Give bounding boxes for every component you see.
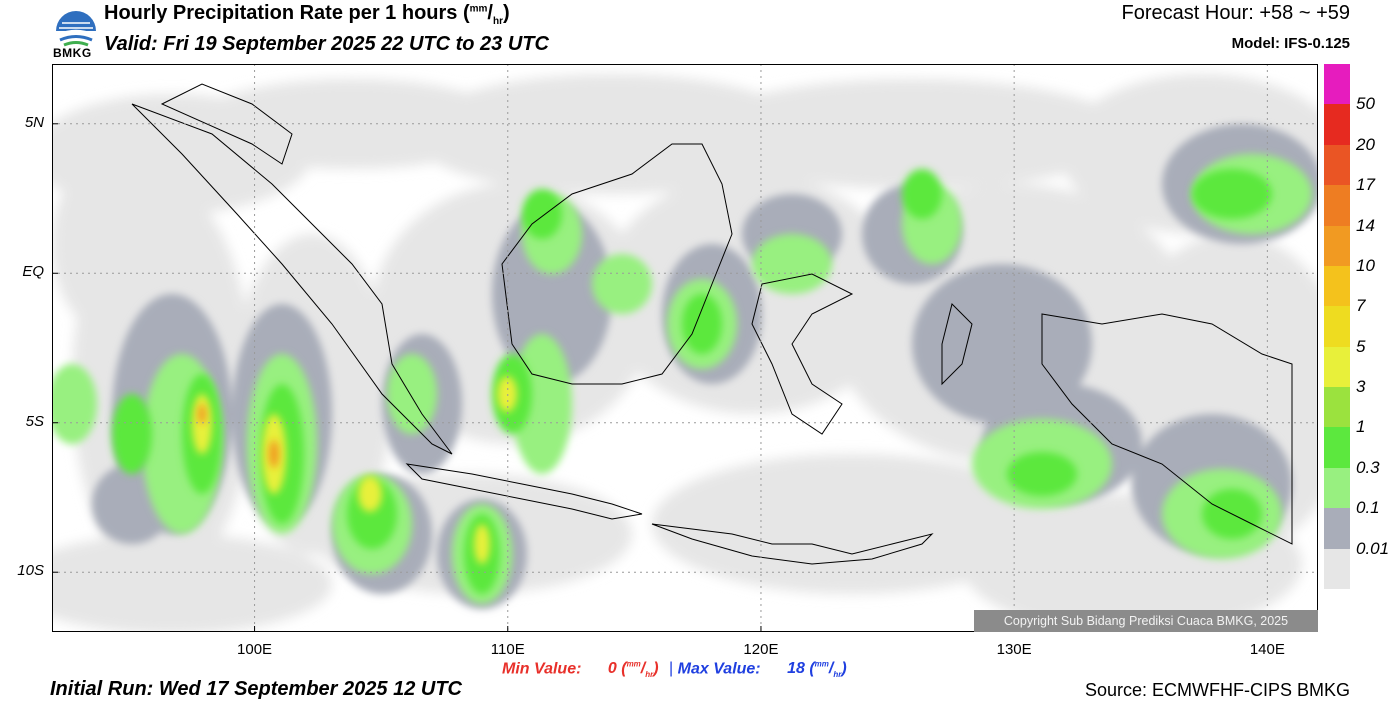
- title-unit-den: hr: [492, 16, 503, 27]
- lon-label-0: 100E: [237, 641, 273, 658]
- bmkg-logo-icon: [56, 11, 96, 47]
- legend-label-4: 10: [1356, 255, 1375, 275]
- legend-label-3: 14: [1356, 215, 1375, 235]
- borneo-outline: [501, 143, 733, 385]
- lon-label-4: 140E: [1249, 641, 1285, 658]
- lon-label-3: 130E: [996, 641, 1032, 658]
- lon-label-2: 120E: [743, 641, 779, 658]
- max-unit-den: hr: [833, 670, 842, 680]
- legend-swatch-6: [1324, 306, 1350, 347]
- min-unit-num: mm: [626, 660, 641, 669]
- min-value-label: Min Value:: [502, 660, 582, 678]
- legend-swatch-11: [1324, 508, 1350, 549]
- stats-separator: |: [669, 660, 674, 678]
- lat-label-3: 10S: [17, 562, 44, 580]
- legend-swatch-0: [1324, 64, 1350, 105]
- legend-swatch-9: [1324, 427, 1350, 468]
- legend-swatch-8: [1324, 387, 1350, 428]
- forecast-hour: Forecast Hour: +58 ~ +59: [1121, 2, 1350, 24]
- legend-label-1: 20: [1356, 134, 1375, 154]
- logo-text: BMKG: [53, 46, 92, 60]
- lat-label-1: EQ: [22, 263, 44, 281]
- legend-label-2: 17: [1356, 175, 1375, 195]
- precip-field: [52, 74, 1318, 632]
- legend-swatch-7: [1324, 346, 1350, 387]
- legend-label-10: 0.1: [1356, 498, 1380, 518]
- legend-swatch-3: [1324, 185, 1350, 226]
- map-frame: [52, 64, 1318, 632]
- data-source: Source: ECMWFHF-CIPS BMKG: [1084, 680, 1350, 700]
- copyright-notice: Copyright Sub Bidang Prediksi Cuaca BMKG…: [974, 610, 1318, 632]
- legend-swatch-4: [1324, 225, 1350, 266]
- legend-swatch-2: [1324, 144, 1350, 186]
- legend-label-11: 0.01: [1356, 538, 1390, 558]
- model-name: Model: IFS-0.125: [1231, 35, 1350, 52]
- legend-swatch-5: [1324, 265, 1350, 307]
- title-close: ): [502, 2, 510, 24]
- min-value: 0: [607, 660, 617, 678]
- grid-lines: [52, 64, 1318, 632]
- max-unit: (mm/hr): [809, 660, 847, 680]
- map-title: Hourly Precipitation Rate per 1 hours (m…: [104, 2, 510, 27]
- lon-label-1: 110E: [490, 641, 525, 658]
- title-unit-num: mm: [469, 3, 488, 15]
- color-legend: [1324, 64, 1350, 589]
- legend-swatch-10: [1324, 467, 1350, 509]
- legend-label-9: 0.3: [1356, 457, 1380, 477]
- nusa-tenggara-outline: [651, 523, 934, 565]
- min-unit: (mm/hr): [621, 660, 659, 680]
- title-main: Hourly Precipitation Rate per 1 hours (: [104, 2, 470, 24]
- precipitation-map: [52, 64, 1318, 632]
- max-unit-num: mm: [814, 660, 829, 669]
- legend-label-8: 1: [1356, 417, 1366, 437]
- legend-label-7: 3: [1356, 377, 1366, 397]
- max-value: 18: [787, 660, 805, 678]
- max-value-label: Max Value:: [677, 660, 761, 678]
- initial-run: Initial Run: Wed 17 September 2025 12 UT…: [50, 678, 462, 700]
- malay-peninsula-outline: [160, 83, 293, 165]
- valid-time: Valid: Fri 19 September 2025 22 UTC to 2…: [104, 33, 549, 55]
- sulawesi-outline: [751, 273, 854, 435]
- legend-swatch-1: [1324, 104, 1350, 145]
- lat-label-2: 5S: [25, 412, 44, 430]
- sumatra-outline: [131, 103, 453, 455]
- legend-label-5: 7: [1356, 296, 1366, 316]
- lat-label-0: 5N: [24, 113, 44, 131]
- papua-outline: [1041, 313, 1293, 545]
- halmahera-outline: [941, 303, 973, 386]
- java-outline: [405, 463, 643, 520]
- legend-swatch-12: [1324, 548, 1350, 589]
- legend-label-6: 5: [1356, 336, 1366, 356]
- precip-orange-layer: [198, 404, 279, 468]
- min-unit-den: hr: [645, 670, 654, 680]
- legend-label-0: 50: [1356, 94, 1375, 114]
- coastlines: [131, 83, 1293, 565]
- min-max-values: Min Value: 0 (mm/hr) | Max Value: 18 (mm…: [502, 660, 847, 680]
